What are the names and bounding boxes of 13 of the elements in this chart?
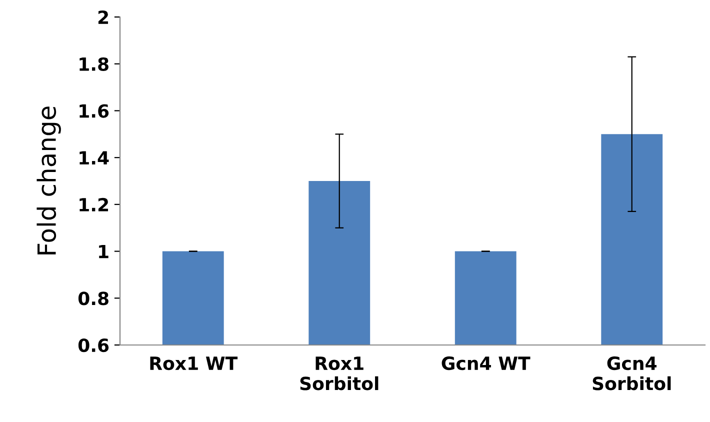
x-tick-label: Rox1 Sorbitol bbox=[300, 356, 378, 390]
y-axis-title: Fold change bbox=[36, 106, 61, 254]
y-tick-label: 2 bbox=[98, 10, 108, 24]
x-tick-label: Rox1 WT bbox=[150, 356, 238, 370]
x-tick-label: Gcn4 WT bbox=[442, 356, 530, 370]
y-tick-label: 1.4 bbox=[80, 151, 109, 164]
y-tick-label: 1.2 bbox=[80, 198, 108, 212]
x-tick-label: Gcn4 Sorbitol bbox=[592, 356, 671, 390]
y-tick-label: 1.8 bbox=[80, 57, 108, 71]
y-tick-label: 1 bbox=[99, 244, 108, 258]
y-tick-label: 1.6 bbox=[80, 104, 109, 118]
y-tick-label: 0.6 bbox=[78, 338, 109, 352]
y-tick-label: 0.8 bbox=[78, 292, 108, 306]
